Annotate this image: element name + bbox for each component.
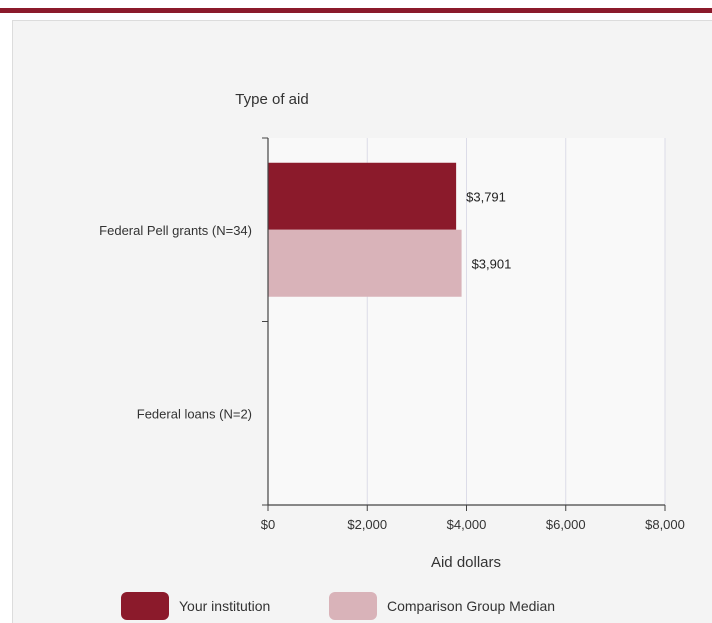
chart-svg: $3,791 $3,901 $0 $2,000 $4,000 $6,000 $8,000 F… — [99, 91, 685, 571]
top-accent-rule — [0, 8, 712, 13]
y-axis-label: Type of aid — [235, 91, 308, 108]
legend-item-comparison-group-median[interactable]: Comparison Group Median — [329, 591, 555, 621]
bar-value-label: $3,901 — [472, 256, 512, 271]
legend-swatch — [121, 592, 169, 620]
y-tick-label: Federal Pell grants (N=34) — [99, 223, 252, 238]
bar-comparison-median[interactable] — [268, 229, 462, 297]
y-tick-label: Federal loans (N=2) — [137, 406, 252, 421]
axes: $0 $2,000 $4,000 $6,000 $8,000 Federal Pell g… — [99, 137, 685, 532]
legend-label: Comparison Group Median — [387, 598, 556, 614]
x-tick-label: $0 — [261, 517, 275, 532]
bar-your-institution[interactable] — [268, 162, 457, 230]
legend-swatch — [329, 592, 377, 620]
bars: $3,791 $3,901 — [268, 162, 512, 297]
legend: Your institution Comparison Group Median — [0, 591, 712, 623]
x-tick-label: $4,000 — [447, 517, 487, 532]
bar-value-label: $3,791 — [466, 189, 506, 204]
x-tick-label: $6,000 — [546, 517, 586, 532]
legend-item-your-institution[interactable]: Your institution — [121, 591, 270, 621]
x-tick-label: $8,000 — [645, 517, 685, 532]
x-tick-label: $2,000 — [347, 517, 387, 532]
x-axis-label: Aid dollars — [431, 554, 501, 571]
legend-label: Your institution — [179, 598, 271, 614]
gridlines — [366, 138, 666, 505]
